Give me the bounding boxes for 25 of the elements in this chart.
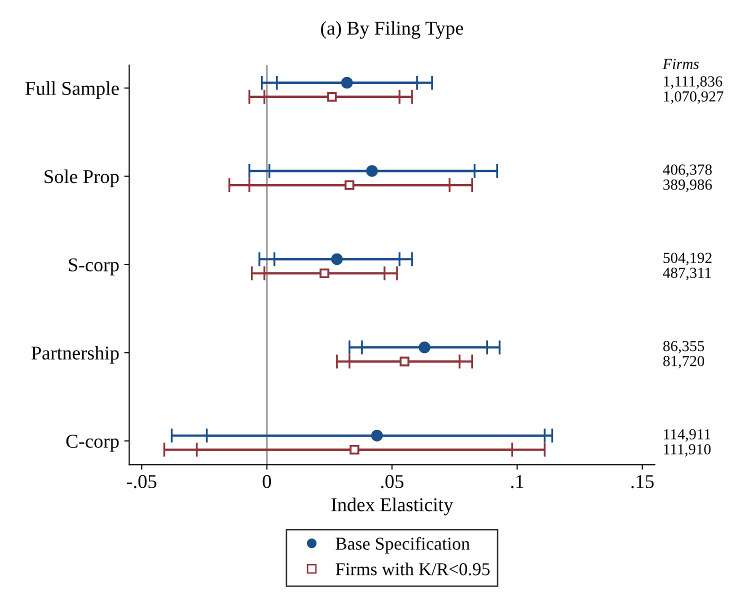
text: 389,986	[663, 179, 712, 192]
x-tick-label: -.05	[127, 475, 156, 488]
x-tick-label: .05	[381, 475, 404, 488]
text: 1,070,927	[664, 91, 724, 104]
legend-label: Base Specification	[336, 536, 470, 554]
y-tick-label: S-corp	[68, 258, 119, 276]
y-tick-label: Sole Prop	[44, 170, 119, 188]
x-axis-title: Index Elasticity	[331, 498, 454, 516]
text: 504,192	[664, 252, 712, 266]
text: 111,910	[664, 444, 711, 457]
x-tick-label: 0	[262, 475, 271, 488]
legend-label: Firms with K/R<0.95	[336, 562, 490, 576]
x-tick-label: .15	[631, 475, 654, 488]
text: 1,111,836	[664, 76, 722, 89]
text: 86,355	[663, 340, 704, 354]
text: 81,720	[663, 356, 704, 368]
x-tick-label: .1	[511, 475, 524, 488]
text: 114,911	[664, 429, 710, 442]
y-tick-label: Partnership	[31, 346, 119, 364]
text: 487,311	[662, 268, 711, 280]
chart-title: (a) By Filing Type	[321, 21, 464, 39]
y-tick-label: Full Sample	[26, 81, 119, 99]
y-tick-label: C-corp	[66, 434, 119, 452]
text: Firms	[662, 58, 699, 70]
text: 406,378	[662, 164, 712, 177]
